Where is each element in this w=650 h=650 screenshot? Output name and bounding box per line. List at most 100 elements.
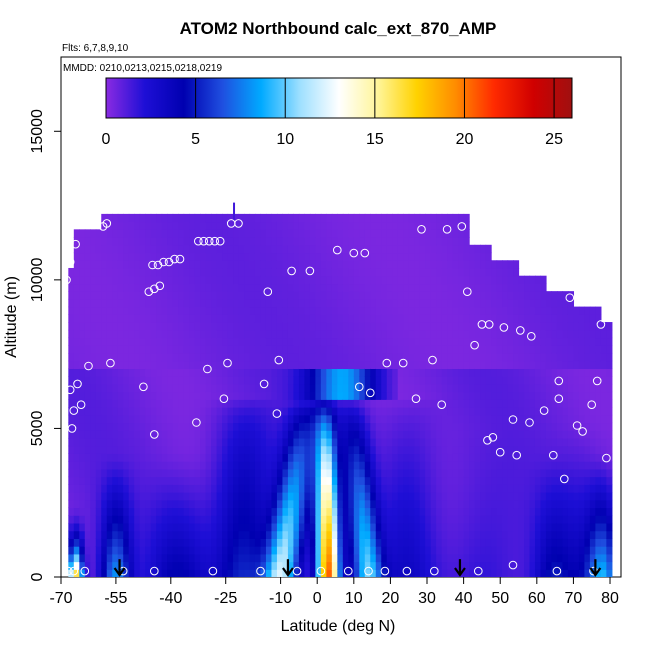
heatmap-cell — [342, 291, 349, 300]
heatmap-cell — [480, 306, 487, 315]
heatmap-cell — [370, 430, 377, 439]
heatmap-cell — [491, 569, 498, 577]
heatmap-cell — [172, 453, 179, 462]
heatmap-cell — [370, 368, 377, 377]
heatmap-cell — [474, 569, 481, 577]
heatmap-cell — [463, 507, 470, 516]
heatmap-cell — [287, 260, 295, 269]
heatmap-cell — [320, 352, 327, 362]
heatmap-cell — [452, 360, 459, 370]
heatmap-cell — [315, 414, 322, 424]
heatmap-cell — [117, 515, 124, 524]
heatmap-cell — [276, 453, 284, 462]
heatmap-cell — [545, 468, 553, 478]
heatmap-cell — [123, 515, 130, 524]
heatmap-cell — [375, 383, 382, 393]
heatmap-cell — [600, 445, 607, 454]
heatmap-cell — [106, 445, 113, 454]
heatmap-cell — [600, 329, 607, 339]
heatmap-cell — [68, 476, 75, 485]
heatmap-cell — [68, 298, 75, 308]
x-tick-label: -55 — [104, 590, 127, 607]
heatmap-cell — [469, 507, 476, 516]
heatmap-cell — [293, 376, 300, 385]
heatmap-cell — [414, 484, 421, 493]
heatmap-cell — [578, 352, 585, 362]
heatmap-cell — [386, 453, 393, 462]
heatmap-cell — [238, 553, 245, 563]
heatmap-cell — [556, 337, 564, 346]
heatmap-cell — [502, 530, 509, 539]
heatmap-cell — [172, 368, 179, 377]
heatmap-cell — [298, 314, 305, 323]
heatmap-cell — [101, 360, 108, 370]
heatmap-cell — [161, 275, 168, 285]
heatmap-cell — [205, 322, 212, 331]
heatmap-cell — [502, 399, 509, 408]
heatmap-cell — [364, 422, 371, 431]
heatmap-cell — [408, 515, 415, 524]
heatmap-cell — [403, 291, 410, 300]
heatmap-cell — [507, 445, 514, 454]
heatmap-cell — [589, 407, 596, 416]
heatmap-cell — [458, 298, 465, 308]
heatmap-cell — [249, 329, 256, 339]
heatmap-cell — [265, 352, 273, 362]
heatmap-cell — [458, 337, 465, 346]
heatmap-cell — [540, 522, 547, 532]
heatmap-cell — [463, 414, 470, 424]
heatmap-cell — [353, 522, 360, 532]
heatmap-cell — [293, 260, 300, 269]
heatmap-cell — [244, 329, 251, 339]
heatmap-cell — [326, 530, 333, 539]
heatmap-cell — [134, 468, 141, 478]
heatmap-cell — [315, 252, 322, 261]
heatmap-cell — [123, 314, 130, 323]
heatmap-cell — [84, 553, 91, 563]
heatmap-cell — [463, 376, 470, 385]
heatmap-cell — [183, 468, 190, 478]
heatmap-cell — [233, 453, 240, 462]
heatmap-cell — [233, 476, 240, 485]
heatmap-cell — [84, 445, 91, 454]
heatmap-cell — [156, 515, 163, 524]
heatmap-cell — [172, 569, 179, 577]
heatmap-cell — [408, 260, 415, 269]
heatmap-cell — [551, 360, 558, 370]
heatmap-cell — [513, 453, 520, 462]
heatmap-cell — [430, 229, 437, 238]
heatmap-cell — [397, 298, 404, 308]
heatmap-cell — [200, 221, 207, 230]
heatmap-cell — [298, 221, 305, 230]
heatmap-cell — [254, 267, 262, 277]
heatmap-cell — [101, 298, 108, 308]
heatmap-cell — [222, 499, 229, 509]
heatmap-cell — [507, 383, 514, 393]
heatmap-cell — [353, 337, 360, 346]
heatmap-cell — [73, 461, 80, 470]
heatmap-cell — [529, 345, 536, 354]
heatmap-cell — [403, 546, 410, 555]
heatmap-cell — [529, 569, 536, 577]
heatmap-cell — [106, 407, 113, 416]
heatmap-cell — [534, 553, 542, 563]
heatmap-cell — [101, 499, 108, 509]
heatmap-cell — [194, 352, 201, 362]
heatmap-cell — [408, 352, 415, 362]
heatmap-cell — [249, 306, 256, 315]
heatmap-cell — [578, 453, 585, 462]
heatmap-cell — [540, 430, 547, 439]
heatmap-cell — [156, 530, 163, 539]
heatmap-cell — [123, 322, 130, 331]
heatmap-cell — [194, 561, 201, 570]
heatmap-cell — [172, 298, 179, 308]
heatmap-cell — [337, 546, 344, 555]
heatmap-cell — [414, 376, 421, 385]
heatmap-cell — [513, 345, 520, 354]
heatmap-cell — [271, 476, 278, 485]
heatmap-cell — [238, 546, 245, 555]
heatmap-cell — [348, 376, 355, 385]
heatmap-cell — [337, 430, 344, 439]
heatmap-cell — [309, 437, 316, 447]
heatmap-cell — [524, 430, 531, 439]
